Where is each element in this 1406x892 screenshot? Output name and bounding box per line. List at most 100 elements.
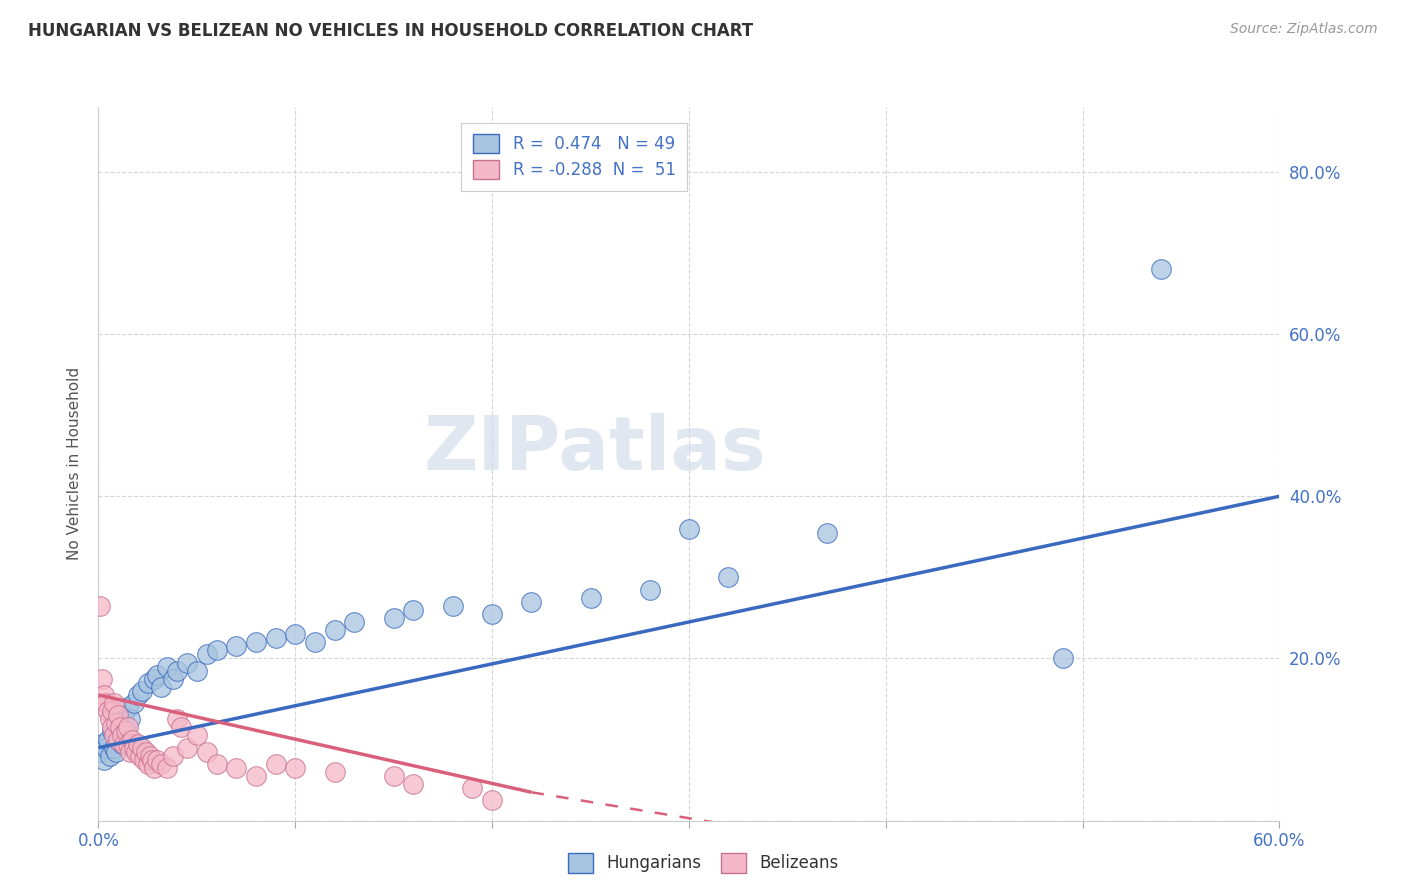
Point (105, 745, 128, 759)
Point (96, 696, 118, 710)
Point (579, 591, 602, 605)
Point (225, 640, 247, 654)
Point (89, 599, 111, 613)
Text: Source: ZipAtlas.com: Source: ZipAtlas.com (1230, 22, 1378, 37)
Point (111, 737, 134, 751)
Point (146, 753, 169, 767)
Point (717, 570, 740, 584)
Text: ZIPatlas: ZIPatlas (423, 413, 766, 486)
Point (96, 740, 118, 755)
Point (138, 748, 160, 763)
Point (343, 615, 366, 629)
Point (156, 761, 179, 775)
Point (382, 611, 405, 625)
Point (122, 696, 145, 710)
Point (135, 745, 157, 759)
Point (245, 769, 267, 783)
Point (115, 724, 138, 739)
Point (117, 700, 139, 714)
Point (264, 631, 287, 645)
Point (108, 720, 131, 734)
Y-axis label: No Vehicles in Household: No Vehicles in Household (66, 368, 82, 560)
Point (284, 761, 307, 775)
Point (122, 740, 145, 755)
Point (101, 720, 124, 734)
Point (323, 764, 346, 779)
Point (156, 659, 179, 673)
Point (115, 724, 138, 739)
Point (118, 712, 141, 726)
Point (118, 745, 141, 759)
Point (112, 737, 135, 751)
Point (111, 729, 134, 743)
Point (1052, 651, 1074, 665)
Point (125, 745, 148, 759)
Point (166, 664, 188, 678)
Point (128, 748, 150, 763)
Point (97, 732, 120, 747)
Point (195, 745, 218, 759)
Point (97, 704, 120, 718)
Point (103, 729, 125, 743)
Legend: Hungarians, Belizeans: Hungarians, Belizeans (561, 847, 845, 880)
Point (176, 656, 198, 670)
Point (136, 756, 159, 771)
Point (117, 737, 139, 751)
Point (441, 599, 464, 613)
Text: HUNGARIAN VS BELIZEAN NO VEHICLES IN HOUSEHOLD CORRELATION CHART: HUNGARIAN VS BELIZEAN NO VEHICLES IN HOU… (28, 22, 754, 40)
Point (101, 724, 124, 739)
Point (481, 793, 503, 807)
Point (162, 672, 184, 686)
Point (323, 623, 346, 637)
Point (146, 667, 169, 681)
Point (186, 729, 208, 743)
Point (150, 680, 173, 694)
Point (107, 708, 129, 723)
Point (107, 732, 129, 747)
Point (481, 607, 503, 621)
Point (186, 664, 208, 678)
Point (112, 708, 135, 723)
Point (105, 716, 128, 731)
Point (127, 688, 149, 702)
Point (264, 756, 287, 771)
Point (103, 740, 125, 755)
Point (284, 627, 307, 641)
Point (150, 756, 173, 771)
Point (98, 748, 121, 763)
Point (121, 732, 143, 747)
Point (101, 704, 124, 718)
Point (1150, 262, 1173, 277)
Point (93, 688, 115, 702)
Point (461, 781, 484, 796)
Point (103, 696, 125, 710)
Point (205, 756, 228, 771)
Point (91, 737, 114, 751)
Point (166, 712, 188, 726)
Point (142, 672, 165, 686)
Point (245, 635, 267, 649)
Point (195, 648, 218, 662)
Point (304, 635, 326, 649)
Point (520, 595, 543, 609)
Point (402, 603, 425, 617)
Point (638, 582, 661, 597)
Point (89, 745, 111, 759)
Point (98, 712, 121, 726)
Point (131, 740, 153, 755)
Point (176, 740, 198, 755)
Point (141, 753, 163, 767)
Point (127, 737, 149, 751)
Legend: R =  0.474   N = 49, R = -0.288  N =  51: R = 0.474 N = 49, R = -0.288 N = 51 (461, 122, 688, 191)
Point (205, 643, 228, 657)
Point (382, 769, 405, 783)
Point (225, 761, 247, 775)
Point (91, 672, 114, 686)
Point (402, 777, 425, 791)
Point (131, 684, 153, 698)
Point (170, 720, 193, 734)
Point (107, 732, 129, 747)
Point (117, 720, 139, 734)
Point (678, 522, 700, 536)
Point (108, 716, 131, 731)
